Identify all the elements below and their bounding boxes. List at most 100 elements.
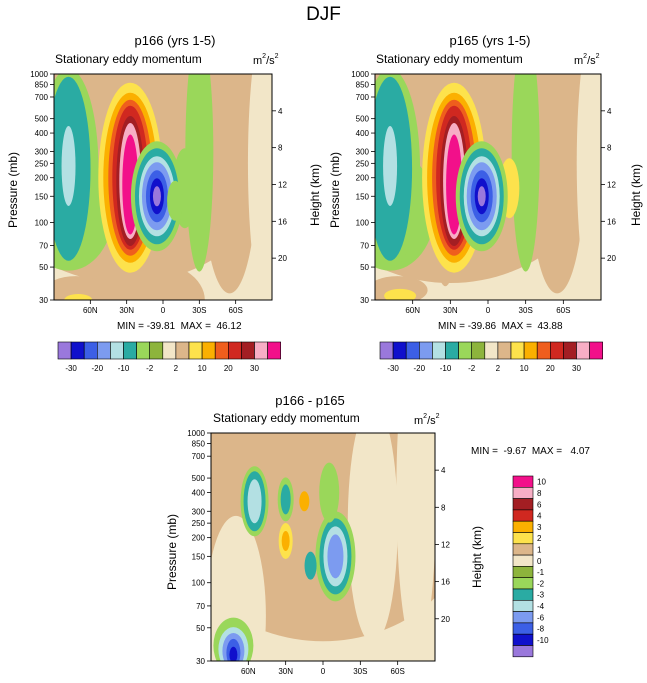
contour-region xyxy=(54,276,106,300)
colorbar-box xyxy=(405,341,420,360)
panel1-units: m2/s2 xyxy=(253,53,279,67)
contour-region xyxy=(201,74,258,294)
colorbar-box xyxy=(549,341,564,360)
colorbar-box xyxy=(512,486,534,499)
colorbar-label: 10 xyxy=(520,364,529,373)
pressure-tick-label: 70 xyxy=(39,241,48,250)
colorbar-box xyxy=(512,588,534,601)
colorbar-box xyxy=(97,341,111,360)
contour-region xyxy=(327,534,344,579)
lat-tick-label: 30N xyxy=(278,667,293,676)
pressure-tick-label: 700 xyxy=(35,93,49,102)
colorbar-box xyxy=(512,622,534,635)
colorbar-label: -6 xyxy=(537,613,545,622)
colorbar-label: 20 xyxy=(546,364,555,373)
colorbar-label: 10 xyxy=(537,478,546,487)
pressure-tick-label: 150 xyxy=(356,192,370,201)
height-tick-label: 8 xyxy=(278,144,283,153)
contour-region xyxy=(477,186,486,207)
colorbar-box xyxy=(471,341,486,360)
colorbar-box xyxy=(254,341,268,360)
pressure-tick-label: 700 xyxy=(192,452,206,461)
contour-region xyxy=(167,180,184,221)
pressure-tick-label: 150 xyxy=(35,192,49,201)
colorbar-label: -30 xyxy=(65,364,77,373)
height-tick-label: 12 xyxy=(278,180,287,189)
contour-region xyxy=(299,491,310,512)
panel3-plot: 30 50 70 100 150 200 250 300 400 500 700 850 1000 20 1… xyxy=(187,429,450,676)
pressure-tick-label: 150 xyxy=(192,552,206,561)
colorbar-box xyxy=(512,645,534,658)
pressure-tick-label: 1000 xyxy=(30,70,48,79)
colorbar-label: 30 xyxy=(572,364,581,373)
height-tick-label: 4 xyxy=(607,107,612,116)
colorbar-box xyxy=(510,341,525,360)
colorbar-box xyxy=(576,341,590,360)
panel3-field xyxy=(211,433,435,661)
colorbar-label: -1 xyxy=(537,568,545,577)
colorbar-label: 6 xyxy=(537,500,542,509)
pressure-tick-label: 50 xyxy=(196,624,205,633)
pressure-tick-label: 70 xyxy=(196,602,205,611)
panel2-units: m2/s2 xyxy=(574,53,600,67)
lat-tick-label: 0 xyxy=(486,306,491,315)
colorbar-box xyxy=(110,341,124,360)
colorbar-box xyxy=(589,341,603,360)
height-tick-label: 4 xyxy=(441,466,446,475)
colorbar-label: -10 xyxy=(440,364,452,373)
height-tick-label: 20 xyxy=(441,615,450,624)
colorbar-box xyxy=(123,341,137,360)
contour-region xyxy=(280,484,291,515)
pressure-tick-label: 700 xyxy=(356,93,370,102)
pressure-tick-label: 1000 xyxy=(351,70,369,79)
colorbar-box xyxy=(512,577,534,590)
colorbar-label: -20 xyxy=(414,364,426,373)
colorbar-box xyxy=(228,341,242,360)
colorbar-box xyxy=(512,498,534,511)
pressure-tick-label: 400 xyxy=(35,129,49,138)
contour-region xyxy=(152,186,161,207)
panel3-ylabel-right: Height (km) xyxy=(470,525,484,588)
lat-tick-label: 0 xyxy=(161,306,166,315)
lat-tick-label: 30N xyxy=(119,306,134,315)
colorbar-box xyxy=(484,341,499,360)
colorbar-label: -2 xyxy=(146,364,154,373)
height-tick-label: 20 xyxy=(278,254,287,263)
colorbar-label: -30 xyxy=(387,364,399,373)
colorbar-box xyxy=(57,341,72,360)
colorbar-label: -4 xyxy=(537,602,545,611)
pressure-tick-label: 250 xyxy=(192,519,206,528)
height-tick-label: 4 xyxy=(278,107,283,116)
pressure-tick-label: 400 xyxy=(356,129,370,138)
colorbar-box xyxy=(512,633,534,646)
colorbar-box xyxy=(418,341,433,360)
contour-region xyxy=(576,74,601,300)
colorbar-box xyxy=(512,554,534,567)
pressure-tick-label: 100 xyxy=(192,579,206,588)
colorbar-box xyxy=(392,341,407,360)
pressure-tick-label: 400 xyxy=(192,489,206,498)
lat-tick-label: 0 xyxy=(321,667,326,676)
panel2-ylabel: Pressure (mb) xyxy=(328,151,342,228)
lat-tick-label: 60S xyxy=(229,306,243,315)
pressure-tick-label: 30 xyxy=(39,296,48,305)
pressure-tick-label: 850 xyxy=(192,440,206,449)
contour-region xyxy=(347,433,398,644)
colorbar-label: 2 xyxy=(496,364,501,373)
pressure-tick-label: 500 xyxy=(35,115,49,124)
lat-tick-label: 60S xyxy=(391,667,405,676)
colorbar-box xyxy=(201,341,216,360)
contour-region xyxy=(247,74,272,300)
contour-region xyxy=(384,288,417,300)
lat-tick-label: 60N xyxy=(405,306,420,315)
panel2-title: p165 (yrs 1-5) xyxy=(449,33,531,48)
colorbar-box xyxy=(563,341,577,360)
colorbar-label: 2 xyxy=(537,534,542,543)
colorbar-label: 3 xyxy=(537,523,542,532)
colorbar-label: -8 xyxy=(537,625,545,634)
colorbar-box xyxy=(241,341,255,360)
contour-region xyxy=(383,125,398,206)
contour-region xyxy=(396,433,435,653)
colorbar-label: 1 xyxy=(537,545,542,554)
